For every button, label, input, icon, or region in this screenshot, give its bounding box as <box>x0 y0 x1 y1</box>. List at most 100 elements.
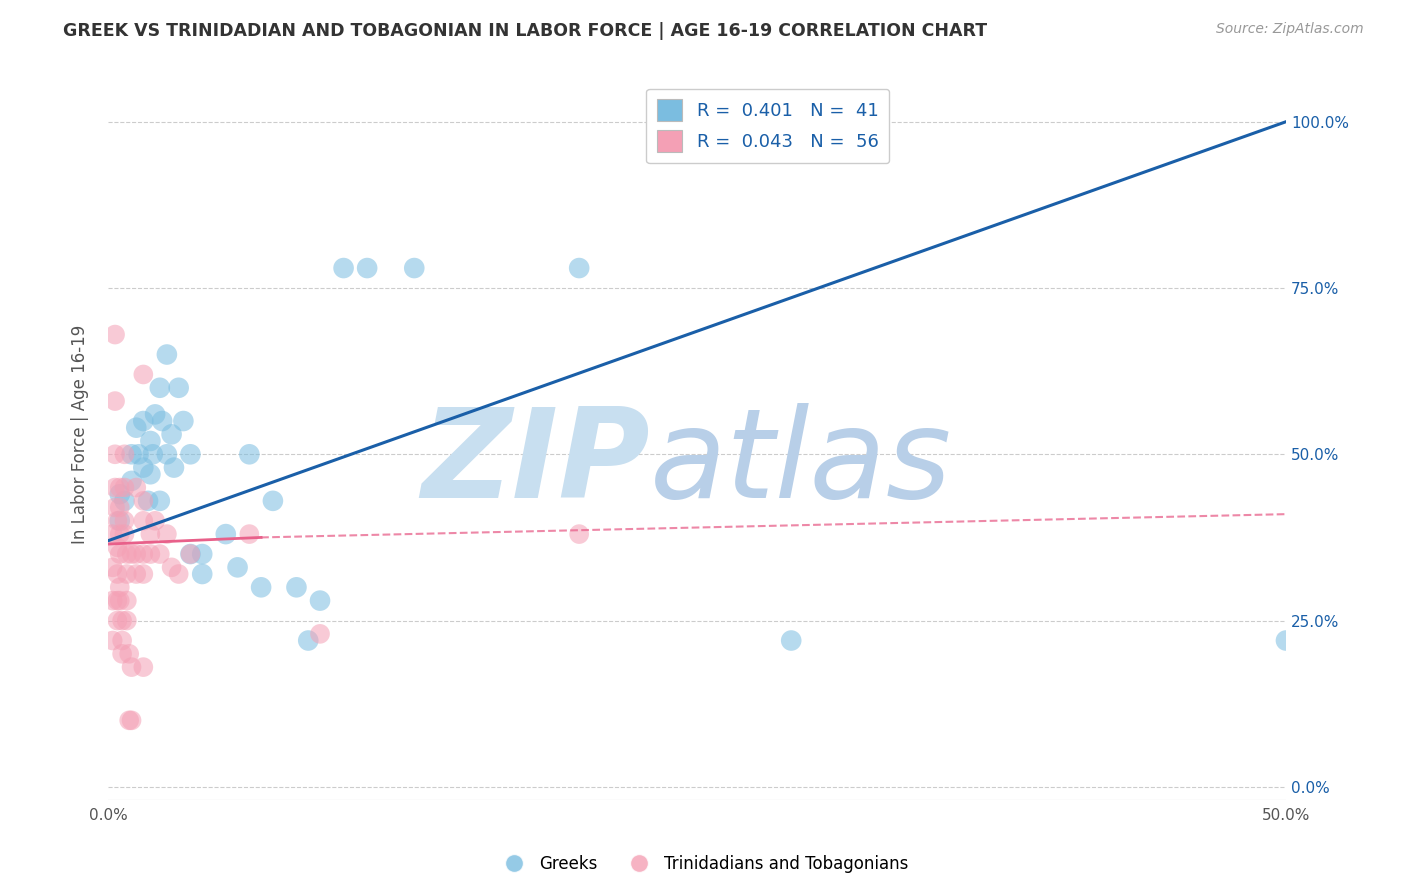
Point <box>132 460 155 475</box>
Point <box>356 261 378 276</box>
Point <box>101 593 124 607</box>
Point <box>149 547 172 561</box>
Point <box>121 714 143 728</box>
Point <box>143 514 166 528</box>
Point <box>115 593 138 607</box>
Point <box>179 447 201 461</box>
Y-axis label: In Labor Force | Age 16-19: In Labor Force | Age 16-19 <box>72 325 89 544</box>
Legend: Greeks, Trinidadians and Tobagonians: Greeks, Trinidadians and Tobagonians <box>491 848 915 880</box>
Point <box>143 408 166 422</box>
Point <box>114 493 136 508</box>
Point <box>115 547 138 561</box>
Text: GREEK VS TRINIDADIAN AND TOBAGONIAN IN LABOR FORCE | AGE 16-19 CORRELATION CHART: GREEK VS TRINIDADIAN AND TOBAGONIAN IN L… <box>63 22 987 40</box>
Point <box>132 414 155 428</box>
Point <box>132 567 155 582</box>
Point <box>107 567 129 582</box>
Point <box>114 481 136 495</box>
Point <box>121 447 143 461</box>
Point <box>404 261 426 276</box>
Point <box>139 434 162 448</box>
Point <box>114 527 136 541</box>
Point <box>104 481 127 495</box>
Text: Source: ZipAtlas.com: Source: ZipAtlas.com <box>1216 22 1364 37</box>
Point <box>215 527 238 541</box>
Point <box>285 580 308 594</box>
Point <box>132 547 155 561</box>
Point <box>136 493 159 508</box>
Point <box>121 660 143 674</box>
Point <box>156 527 179 541</box>
Point <box>1275 633 1298 648</box>
Point <box>107 593 129 607</box>
Point <box>132 660 155 674</box>
Point <box>107 614 129 628</box>
Point <box>104 447 127 461</box>
Text: ZIP: ZIP <box>422 403 650 524</box>
Point <box>101 633 124 648</box>
Point <box>121 474 143 488</box>
Point <box>238 447 260 461</box>
Point <box>226 560 249 574</box>
Point <box>780 633 803 648</box>
Point <box>167 567 190 582</box>
Point <box>121 547 143 561</box>
Point <box>309 627 332 641</box>
Point <box>108 500 131 515</box>
Point <box>139 527 162 541</box>
Point <box>108 547 131 561</box>
Point <box>115 614 138 628</box>
Point <box>191 567 214 582</box>
Point <box>150 414 173 428</box>
Point <box>297 633 319 648</box>
Point <box>125 547 148 561</box>
Point <box>139 547 162 561</box>
Point <box>163 460 186 475</box>
Point <box>104 394 127 409</box>
Point <box>179 547 201 561</box>
Point <box>108 514 131 528</box>
Point <box>107 514 129 528</box>
Point <box>191 547 214 561</box>
Point <box>179 547 201 561</box>
Point <box>128 447 150 461</box>
Point <box>167 381 190 395</box>
Point <box>132 514 155 528</box>
Point <box>262 493 284 508</box>
Point <box>108 593 131 607</box>
Point <box>111 633 134 648</box>
Legend: R =  0.401   N =  41, R =  0.043   N =  56: R = 0.401 N = 41, R = 0.043 N = 56 <box>645 88 889 163</box>
Point <box>107 541 129 555</box>
Point <box>332 261 354 276</box>
Point <box>125 567 148 582</box>
Point <box>108 580 131 594</box>
Point <box>132 368 155 382</box>
Point <box>101 560 124 574</box>
Point <box>142 447 165 461</box>
Point <box>156 447 179 461</box>
Point <box>111 614 134 628</box>
Point <box>115 567 138 582</box>
Point <box>114 447 136 461</box>
Point <box>118 647 141 661</box>
Point <box>309 593 332 607</box>
Point <box>125 420 148 434</box>
Point <box>156 347 179 361</box>
Point <box>101 527 124 541</box>
Point <box>172 414 194 428</box>
Point <box>118 714 141 728</box>
Point <box>250 580 273 594</box>
Point <box>108 487 131 501</box>
Point <box>139 467 162 482</box>
Point <box>568 261 591 276</box>
Point <box>160 427 183 442</box>
Point <box>108 481 131 495</box>
Point <box>149 493 172 508</box>
Point <box>132 493 155 508</box>
Point <box>104 500 127 515</box>
Point <box>104 327 127 342</box>
Point <box>111 647 134 661</box>
Text: atlas: atlas <box>650 403 952 524</box>
Point <box>114 514 136 528</box>
Point <box>238 527 260 541</box>
Point <box>108 527 131 541</box>
